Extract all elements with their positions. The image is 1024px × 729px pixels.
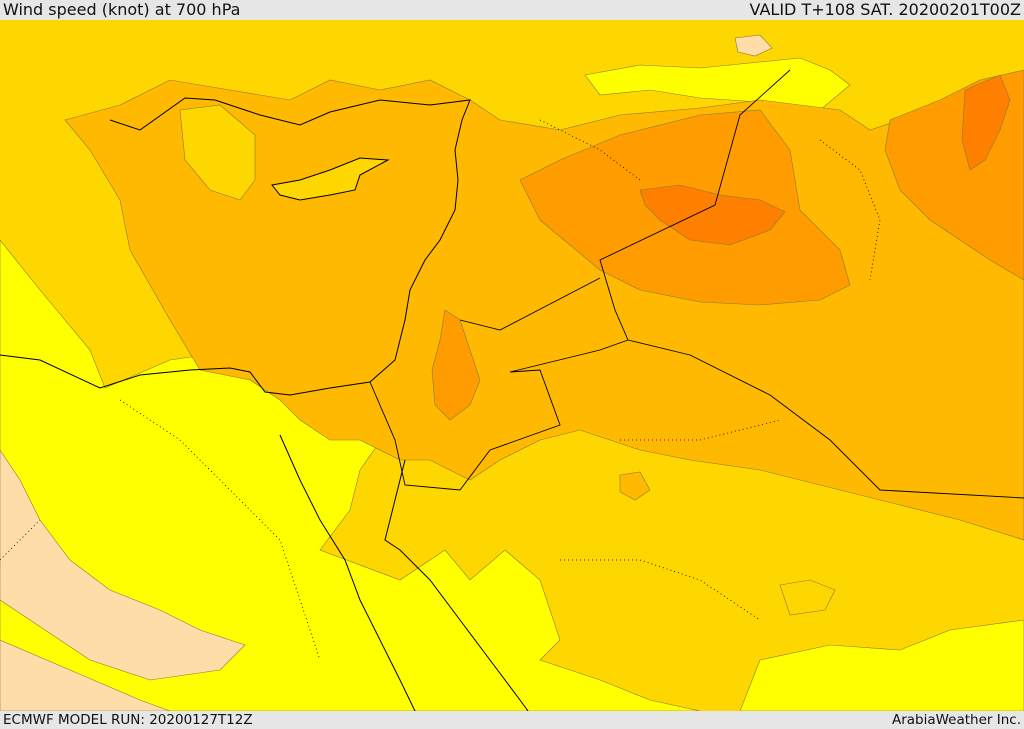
border-line [369, 69, 791, 491]
red-sea-coast-west [279, 434, 416, 711]
cyprus-outline [271, 157, 390, 201]
contour-band-orange-jordan [431, 309, 481, 421]
contour-patch [619, 471, 651, 501]
border-line [627, 339, 1024, 499]
coastline [0, 97, 471, 396]
contour-patch [734, 34, 773, 57]
map-title: Wind speed (knot) at 700 hPa [3, 0, 241, 19]
admin-boundary [0, 119, 881, 661]
contour-band-max-east [961, 74, 1011, 171]
contour-patch [779, 579, 836, 616]
contour-band-yellow-east [739, 619, 1024, 711]
contour-band-max [639, 184, 786, 246]
header-bar: Wind speed (knot) at 700 hPa VALID T+108… [0, 0, 1024, 20]
model-run: ECMWF MODEL RUN: 20200127T12Z [3, 712, 253, 728]
contour-band-lowest [0, 449, 246, 711]
contour-band-yellow [0, 239, 701, 711]
footer-bar: ECMWF MODEL RUN: 20200127T12Z ArabiaWeat… [0, 711, 1024, 729]
wind-speed-map [0, 20, 1024, 711]
contour-patch [179, 104, 256, 201]
valid-time: VALID T+108 SAT. 20200201T00Z [749, 0, 1021, 19]
red-sea-coast-east [384, 459, 529, 711]
credit-text: ArabiaWeather Inc. [891, 712, 1021, 728]
border-line [459, 277, 601, 331]
